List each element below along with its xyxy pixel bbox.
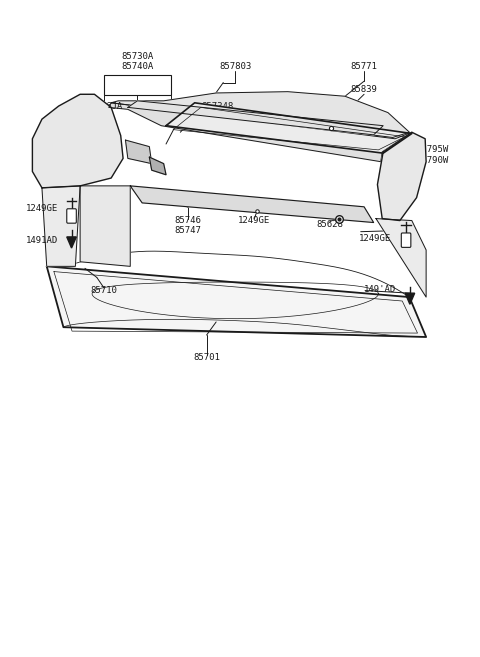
- Polygon shape: [42, 186, 80, 266]
- Polygon shape: [130, 186, 373, 223]
- Polygon shape: [33, 95, 123, 188]
- Polygon shape: [405, 293, 415, 304]
- Text: 85730A
85740A: 85730A 85740A: [121, 52, 154, 72]
- Polygon shape: [166, 102, 412, 153]
- Polygon shape: [149, 157, 166, 175]
- FancyBboxPatch shape: [401, 233, 411, 248]
- Polygon shape: [109, 102, 412, 162]
- Text: 85746
85747: 85746 85747: [174, 216, 201, 235]
- Text: 85771: 85771: [351, 62, 377, 72]
- Text: 1249GE: 1249GE: [360, 234, 392, 242]
- Bar: [104, 76, 171, 95]
- Polygon shape: [128, 101, 383, 135]
- Text: 1249GE: 1249GE: [26, 204, 59, 214]
- Polygon shape: [80, 186, 130, 266]
- Polygon shape: [376, 219, 426, 297]
- Text: 857803: 857803: [219, 62, 252, 72]
- Text: 85839: 85839: [351, 85, 377, 95]
- Text: 1249GE: 1249GE: [238, 216, 270, 225]
- Text: 149'AD: 149'AD: [364, 284, 396, 294]
- Polygon shape: [111, 92, 409, 137]
- Text: 85628: 85628: [316, 220, 343, 229]
- Polygon shape: [47, 266, 426, 337]
- Text: 1336JA: 1336JA: [91, 102, 123, 110]
- Polygon shape: [67, 237, 76, 248]
- Polygon shape: [377, 132, 426, 221]
- Text: 85710: 85710: [91, 286, 118, 295]
- Polygon shape: [125, 140, 152, 164]
- Text: 857348: 857348: [202, 102, 234, 110]
- FancyBboxPatch shape: [67, 209, 76, 223]
- Text: 85701: 85701: [193, 353, 220, 363]
- Text: 1491AD: 1491AD: [26, 236, 59, 244]
- Text: 85795W
85790W: 85795W 85790W: [417, 145, 449, 165]
